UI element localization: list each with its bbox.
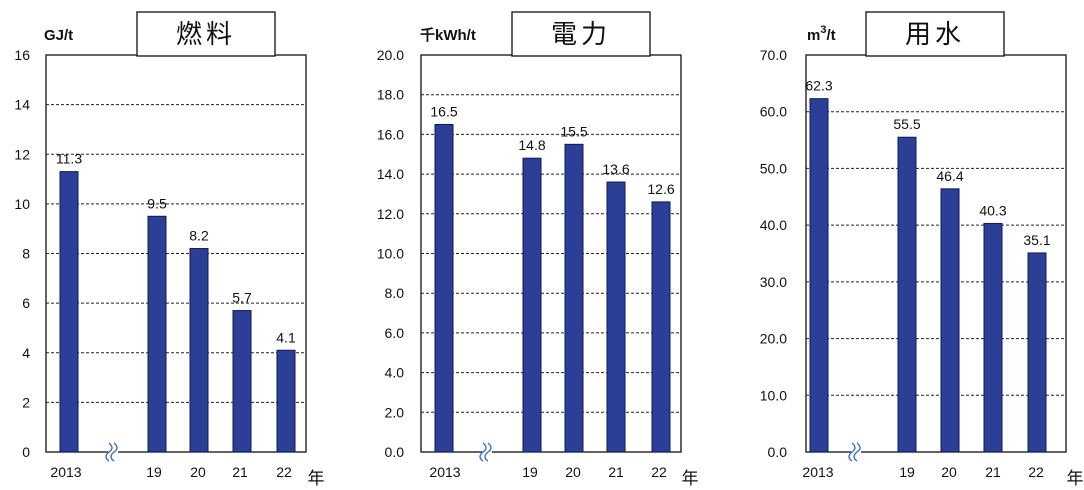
bar-value-label: 55.5	[893, 116, 920, 132]
bar-value-label: 46.4	[936, 168, 963, 184]
y-tick-label: 20.0	[377, 47, 404, 63]
y-tick-label: 0	[22, 444, 30, 460]
y-tick-label: 50.0	[760, 160, 787, 176]
x-tick-label: 20	[941, 464, 957, 480]
bar-value-label: 14.8	[518, 137, 545, 153]
y-tick-label: 40.0	[760, 217, 787, 233]
y-tick-label: 4	[22, 345, 30, 361]
x-tick-label: 22	[276, 464, 292, 480]
bar-value-label: 9.5	[147, 195, 167, 211]
y-tick-label: 6.0	[385, 325, 405, 341]
bar-20	[941, 189, 959, 452]
y-axis-unit-label: 千kWh/t	[420, 27, 476, 44]
x-tick-label: 21	[232, 464, 248, 480]
chart-title: 用水	[905, 19, 965, 49]
bar-value-label: 13.6	[602, 161, 629, 177]
bar-2013	[60, 172, 78, 452]
bar-value-label: 15.5	[560, 123, 587, 139]
x-tick-label: 20	[190, 464, 206, 480]
bar-20	[190, 249, 208, 452]
bar-22	[277, 350, 295, 452]
y-tick-label: 16	[14, 47, 30, 63]
y-tick-label: 2.0	[385, 404, 405, 420]
x-tick-label: 21	[985, 464, 1001, 480]
y-tick-label: 6	[22, 295, 30, 311]
x-tick-label: 19	[522, 464, 538, 480]
bar-value-label: 12.6	[647, 181, 674, 197]
chart-panel-2: 0.0 2.0 4.0 6.0 8.0 10.0 12.0 14.0 16.0 18.0 20.0 電…	[377, 12, 699, 488]
bar-value-label: 11.3	[56, 151, 82, 167]
bar-22	[652, 202, 670, 452]
y-tick-label: 16.0	[377, 126, 404, 142]
y-tick-label: 60.0	[760, 104, 787, 120]
bar-19	[148, 216, 166, 452]
bar-value-label: 4.1	[276, 329, 296, 345]
y-tick-label: 8	[22, 246, 30, 262]
x-tick-label: 20	[565, 464, 581, 480]
y-tick-label: 70.0	[760, 47, 787, 63]
y-tick-label: 14	[14, 97, 30, 113]
y-tick-label: 0.0	[768, 444, 788, 460]
x-tick-label: 22	[1028, 464, 1044, 480]
x-tick-label: 2013	[429, 464, 460, 480]
x-axis-label: 年	[1067, 469, 1084, 488]
x-tick-label: 22	[651, 464, 667, 480]
y-tick-label: 4.0	[385, 365, 405, 381]
y-tick-label: 8.0	[385, 285, 405, 301]
bar-value-label: 35.1	[1023, 232, 1050, 248]
chart-panel-3: 0.0 10.0 20.0 30.0 40.0 50.0 60.0 70.0 用水 m3/t 62.…	[760, 12, 1084, 488]
bar-22	[1028, 253, 1046, 452]
x-tick-label: 2013	[802, 464, 833, 480]
y-tick-label: 10.0	[760, 387, 787, 403]
chart-panel-1: 0 2 4 6 8 10 12 14 16 燃料 GJ/t 11.3 2013 9.5 19 8.2 20 5.7…	[14, 12, 324, 488]
bar-value-label: 8.2	[189, 228, 209, 244]
y-tick-label: 30.0	[760, 274, 787, 290]
y-tick-label: 0.0	[385, 444, 405, 460]
y-axis-unit-label: GJ/t	[44, 27, 73, 44]
y-tick-label: 20.0	[760, 331, 787, 347]
y-tick-label: 18.0	[377, 87, 404, 103]
y-tick-label: 10	[14, 196, 30, 212]
bar-value-label: 62.3	[805, 78, 832, 94]
bar-21	[233, 311, 251, 452]
bar-2013	[435, 124, 453, 452]
chart-title: 燃料	[176, 19, 236, 49]
x-tick-label: 19	[146, 464, 162, 480]
bar-2013	[810, 99, 828, 452]
x-axis-label: 年	[682, 469, 699, 488]
bar-20	[565, 144, 583, 452]
y-tick-label: 12	[14, 146, 30, 162]
bar-19	[523, 158, 541, 452]
chart-title: 電力	[551, 19, 611, 49]
bar-value-label: 40.3	[979, 202, 1006, 218]
x-tick-label: 21	[608, 464, 624, 480]
bar-19	[898, 137, 916, 452]
bar-value-label: 5.7	[232, 290, 252, 306]
y-tick-label: 10.0	[377, 246, 404, 262]
y-tick-label: 2	[22, 394, 30, 410]
y-tick-label: 12.0	[377, 206, 404, 222]
bar-value-label: 16.5	[430, 103, 457, 119]
x-axis-label: 年	[308, 469, 325, 488]
y-axis-unit-label: m3/t	[807, 24, 836, 44]
bar-21	[607, 182, 625, 452]
y-tick-label: 14.0	[377, 166, 404, 182]
bar-21	[984, 223, 1002, 452]
plot-area	[806, 55, 1066, 452]
x-tick-label: 19	[899, 464, 915, 480]
x-tick-label: 2013	[50, 464, 81, 480]
